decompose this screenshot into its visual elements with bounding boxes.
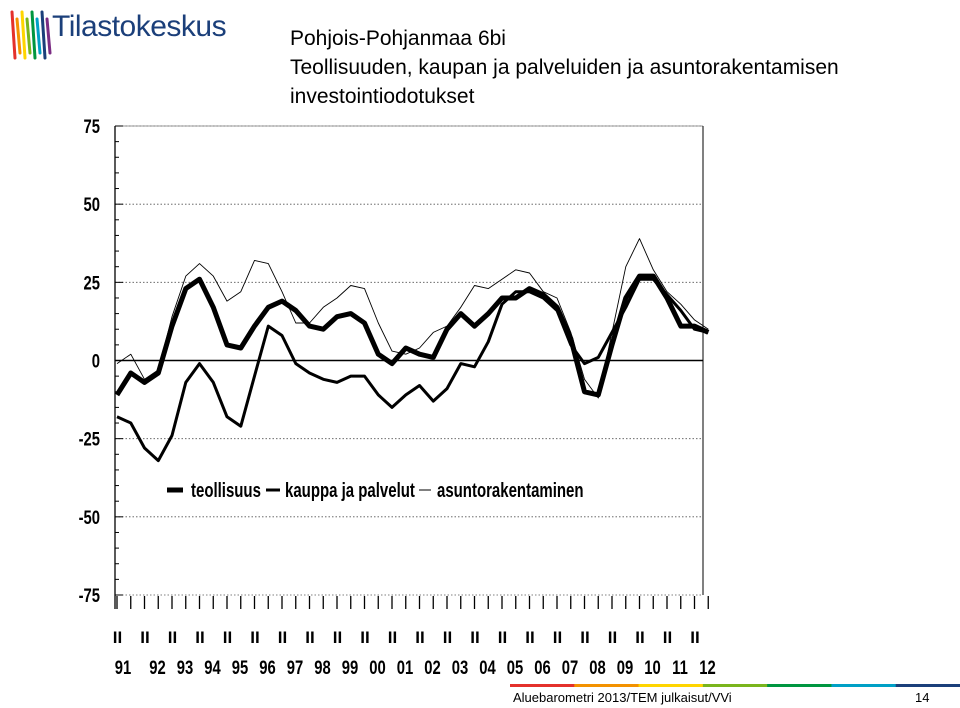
logo-stroke [20, 10, 27, 60]
y-tick-label: -25 [79, 429, 100, 450]
legend-label: teollisuus [191, 479, 261, 502]
footer-bar-segment [767, 684, 832, 687]
x-tick-label: 99 [342, 657, 358, 678]
period-marker: II [305, 628, 314, 647]
x-tick-label: 03 [452, 657, 468, 678]
footer-bar-segment [895, 684, 960, 687]
period-marker: II [608, 628, 617, 647]
logo-stroke [15, 17, 22, 55]
logo-stroke [25, 17, 32, 55]
footer-bar-segment [702, 684, 768, 687]
footer-bar-segment [831, 684, 897, 687]
x-tick-label: 05 [507, 657, 523, 678]
period-marker: II [635, 628, 644, 647]
legend-label: asuntorakentaminen [437, 479, 584, 502]
period-marker: II [690, 628, 699, 647]
y-tick-label: 50 [84, 194, 100, 215]
axes [114, 126, 704, 609]
y-tick-label: 25 [84, 273, 100, 294]
x-tick-label: 06 [534, 657, 550, 678]
legend: teollisuus kauppa ja palvelut asuntorakent… [167, 479, 584, 502]
logo-stroke [35, 17, 42, 55]
period-marker: II [415, 628, 424, 647]
logo-stroke [40, 10, 47, 60]
x-tick-label: 94 [204, 657, 221, 678]
grid-lines [115, 125, 703, 596]
legend-label: kauppa ja palvelut [285, 479, 415, 502]
y-tick-label: -75 [79, 585, 100, 606]
tilastokeskus-logo [10, 10, 52, 60]
x-tick-label: 07 [562, 657, 578, 678]
logo-stroke [10, 10, 17, 60]
x-tick-label: 02 [424, 657, 440, 678]
y-tick-label: -50 [79, 507, 100, 528]
period-marker: II [223, 628, 232, 647]
footer-source: Aluebarometri 2013/TEM julkaisut/VVi [513, 690, 732, 705]
series-lines [114, 238, 710, 463]
x-ticks: II II II II II II II II II II II II II II II II II II II II… [113, 596, 716, 678]
x-tick-label: 98 [314, 657, 330, 678]
footer-bar-segment [510, 684, 575, 687]
x-tick-label: 01 [397, 657, 413, 678]
title-line-1: Pohjois-Pohjanmaa 6bi [290, 27, 506, 50]
period-marker: II [113, 628, 122, 647]
x-tick-label: 08 [589, 657, 605, 678]
footer-bar-segment [638, 684, 704, 687]
x-tick-label: 11 [672, 657, 688, 678]
period-marker: II [663, 628, 672, 647]
series-line-kauppa-ja-palvelut [116, 277, 709, 463]
x-tick-label: 95 [232, 657, 248, 678]
period-marker: II [443, 628, 452, 647]
logo-mark-icon [10, 10, 52, 60]
period-marker: II [250, 628, 259, 647]
logo-stroke [45, 17, 52, 55]
x-tick-label: 91 [115, 657, 131, 678]
period-marker: II [360, 628, 369, 647]
x-tick-label: 04 [479, 657, 496, 678]
x-tick-label: 10 [644, 657, 660, 678]
period-marker: II [553, 628, 562, 647]
footer-bar-segment [574, 684, 640, 687]
period-marker: II [498, 628, 507, 647]
x-tick-label: 97 [287, 657, 303, 678]
x-tick-label: 92 [149, 657, 165, 678]
x-tick-label: 00 [369, 657, 385, 678]
period-marker: II [470, 628, 479, 647]
logo-stroke [30, 10, 37, 60]
y-tick-label: 0 [92, 351, 100, 372]
title-line-3: investointiodotukset [290, 85, 475, 108]
x-tick-label: 93 [177, 657, 193, 678]
y-tick-label: 75 [84, 116, 100, 137]
logo-text: Tilastokeskus [52, 10, 227, 43]
page-number: 14 [915, 690, 930, 705]
period-marker: II [195, 628, 204, 647]
title-line-2: Teollisuuden, kaupan ja palveluiden ja a… [290, 56, 839, 79]
y-ticks: 75 50 25 0 -25 -50 -75 [79, 116, 123, 606]
x-tick-label: 96 [259, 657, 275, 678]
period-marker: II [168, 628, 177, 647]
period-marker: II [140, 628, 149, 647]
period-marker: II [278, 628, 287, 647]
period-marker: II [580, 628, 589, 647]
period-marker: II [525, 628, 534, 647]
series-line-teollisuus [114, 273, 710, 398]
chart-title: Pohjois-Pohjanmaa 6bi Teollisuuden, kaup… [290, 24, 839, 111]
x-tick-label: 09 [617, 657, 633, 678]
period-marker: II [333, 628, 342, 647]
x-tick-label: 12 [699, 657, 715, 678]
period-marker: II [388, 628, 397, 647]
footer-color-bar [510, 684, 960, 687]
